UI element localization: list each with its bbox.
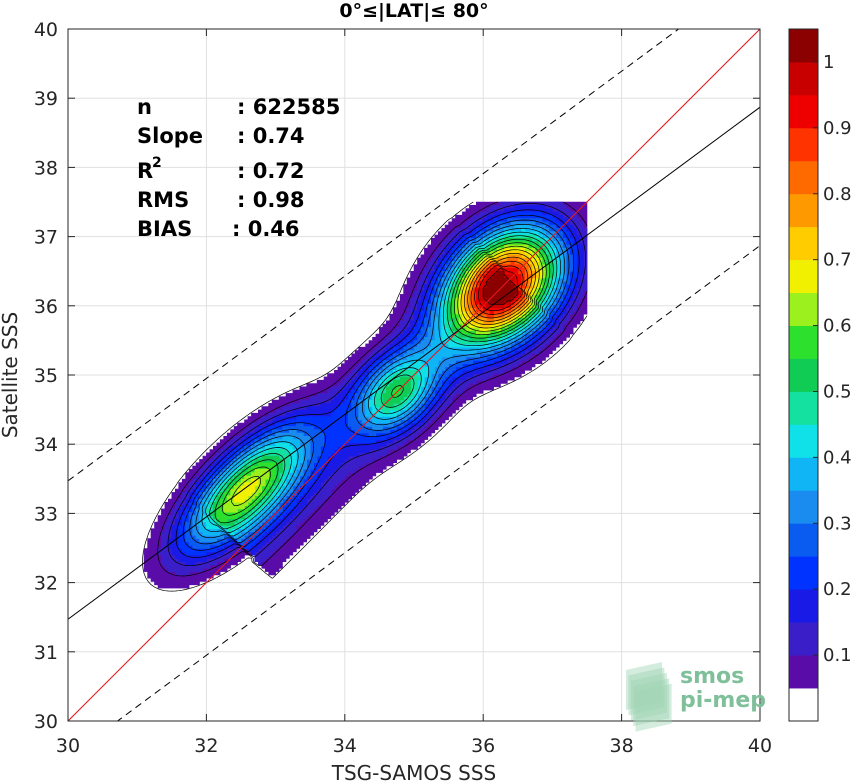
colorbar-tick-label: 0.3 — [823, 513, 852, 534]
stat-label: BIAS — [137, 217, 192, 241]
stat-label: n — [137, 95, 152, 119]
colorbar-band — [789, 523, 818, 557]
y-tick-label: 37 — [34, 227, 58, 249]
x-tick-label: 32 — [194, 735, 218, 757]
y-tick-label: 35 — [34, 365, 58, 387]
colorbar-band — [789, 61, 818, 96]
contour-line-level-8 — [201, 227, 562, 537]
y-tick-label: 34 — [34, 434, 58, 456]
contour-line-level-5 — [182, 214, 575, 551]
contour-line-level-16 — [467, 256, 533, 322]
stat-value: : 0.98 — [237, 188, 305, 212]
y-tick-label: 32 — [34, 573, 58, 595]
colorbar-band — [789, 490, 818, 524]
stat-value: : 0.74 — [237, 124, 305, 148]
colorbar-band — [789, 457, 818, 491]
colorbar-band — [789, 160, 818, 195]
colorbar-band — [789, 655, 818, 689]
colorbar-band — [789, 325, 818, 359]
colorbar-band — [789, 589, 818, 623]
logo-stripe — [630, 672, 667, 721]
colorbar-band — [789, 292, 818, 326]
stat-value: : 0.46 — [232, 217, 300, 241]
contour-line-level-4 — [175, 209, 580, 558]
contour-line-level-18 — [474, 263, 526, 315]
x-axis-label: TSG-SAMOS SSS — [331, 761, 497, 784]
contour-line-level-1 — [142, 201, 588, 592]
contour-line-level-7 — [195, 223, 566, 540]
stat-label: RMS — [137, 188, 189, 212]
x-tick-label: 30 — [56, 735, 80, 757]
colorbar-band — [789, 556, 818, 590]
y-tick-label: 31 — [34, 642, 58, 664]
colorbar-band — [789, 94, 818, 129]
colorbar-band — [789, 424, 818, 458]
colorbar-band — [789, 391, 818, 425]
regression-line — [68, 106, 760, 620]
stat-label: R — [137, 159, 153, 183]
x-tick-label: 38 — [610, 735, 634, 757]
colorbar-tick-label: 0.2 — [823, 579, 852, 600]
contour-line-level-20 — [482, 267, 519, 305]
y-tick-label: 36 — [34, 296, 58, 318]
y-tick-label: 39 — [34, 88, 58, 110]
contour-line-level-10 — [209, 235, 554, 530]
density-contours — [142, 201, 588, 592]
y-tick-label: 40 — [34, 19, 58, 41]
contour-line-level-15 — [463, 252, 537, 326]
colorbar-tick-label: 0.4 — [823, 447, 852, 468]
colorbar-band — [789, 622, 818, 656]
colorbar-tick-label: 0.7 — [823, 250, 852, 271]
contour-line-level-3 — [167, 203, 586, 567]
colorbar-tick-label: 0.9 — [823, 118, 852, 139]
stat-value: : 0.72 — [237, 159, 305, 183]
colorbar-tick-label: 1 — [823, 52, 834, 73]
colorbar-band — [789, 358, 818, 392]
chart-title: 0°≤|LAT|≤ 80° — [339, 0, 488, 22]
colorbar-band — [789, 259, 818, 294]
contour-line-level-14 — [460, 249, 540, 329]
stat-value: : 622585 — [237, 95, 340, 119]
axis-ticks: 30 32 34 36 38 40 30 31 32 33 34 35 36 37 38 39 40 — [34, 19, 772, 757]
logo-stripe — [628, 667, 665, 716]
contour-line-level-19 — [477, 264, 523, 312]
y-tick-label: 38 — [34, 157, 58, 179]
colorbar-band — [789, 193, 818, 228]
logo-text-line2: pi-mep — [680, 688, 766, 713]
y-tick-label: 33 — [34, 503, 58, 525]
colorbar-tick-label: 0.6 — [823, 316, 852, 337]
y-tick-label: 30 — [34, 711, 58, 733]
contour-line-level-12 — [221, 242, 547, 516]
stat-label: Slope — [137, 124, 203, 148]
colorbar-frame — [788, 28, 819, 722]
contour-line-level-11 — [214, 238, 551, 524]
stat-label-superscript: 2 — [152, 155, 162, 171]
stats-box: n : 622585 Slope : 0.74 R2 : 0.72 RMS : 0.98 BIA… — [137, 95, 340, 241]
colorbar-band — [789, 688, 818, 722]
contour-line-level-9 — [205, 231, 558, 533]
colorbar-band — [789, 226, 818, 261]
colorbar-tick-label: 0.5 — [823, 381, 852, 402]
y-axis-label: Satellite SSS — [0, 312, 22, 438]
logo-text-line1: smos — [680, 664, 744, 689]
logo-stripe — [633, 678, 670, 727]
logo-stripe — [635, 683, 672, 732]
identity-line — [68, 29, 760, 721]
colorbar-band — [789, 29, 818, 63]
colorbar-band — [789, 127, 818, 162]
contour-line-level-17 — [470, 260, 529, 319]
logo-stripe — [626, 662, 662, 710]
colorbar-tick-label: 0.1 — [823, 645, 852, 666]
x-tick-label: 36 — [471, 735, 495, 757]
contour-line-level-2 — [157, 201, 588, 577]
reference-lines — [68, 29, 760, 721]
x-tick-label: 34 — [333, 735, 357, 757]
colorbar-tick-label: 0.8 — [823, 184, 852, 205]
colorbar: 0.1 0.2 0.3 0.4 0.5 0.6 0.7 0.8 0.9 1 — [788, 28, 852, 722]
x-tick-label: 40 — [748, 735, 772, 757]
